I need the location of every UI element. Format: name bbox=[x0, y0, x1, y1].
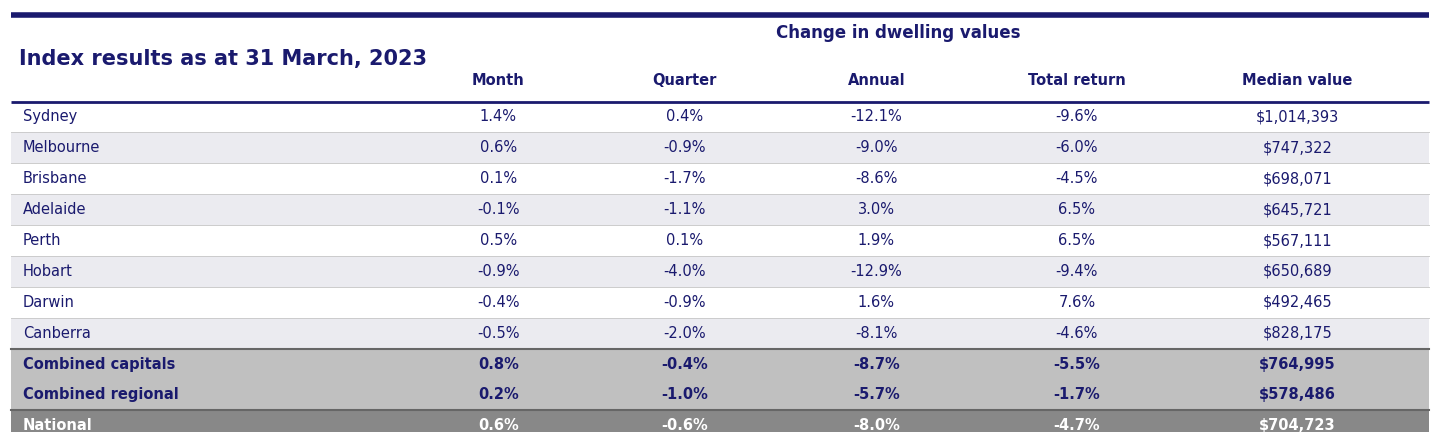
Text: $764,995: $764,995 bbox=[1259, 356, 1336, 372]
Text: $698,071: $698,071 bbox=[1263, 171, 1332, 186]
Bar bbox=[11, 17, 1429, 102]
Text: Index results as at 31 March, 2023: Index results as at 31 March, 2023 bbox=[19, 49, 427, 70]
Text: -1.0%: -1.0% bbox=[662, 388, 707, 403]
Text: Combined regional: Combined regional bbox=[23, 388, 179, 403]
Bar bbox=[11, 194, 1429, 225]
Text: National: National bbox=[23, 418, 93, 432]
Text: 0.2%: 0.2% bbox=[478, 388, 518, 403]
Text: 0.1%: 0.1% bbox=[480, 171, 517, 186]
Text: -0.9%: -0.9% bbox=[663, 295, 706, 310]
Text: $828,175: $828,175 bbox=[1263, 326, 1332, 341]
Text: -0.9%: -0.9% bbox=[477, 264, 520, 279]
Text: -0.4%: -0.4% bbox=[662, 356, 707, 372]
Text: $645,721: $645,721 bbox=[1263, 202, 1332, 217]
Text: $747,322: $747,322 bbox=[1263, 140, 1332, 156]
Text: Canberra: Canberra bbox=[23, 326, 90, 341]
Text: Darwin: Darwin bbox=[23, 295, 74, 310]
Text: -9.4%: -9.4% bbox=[1055, 264, 1098, 279]
Text: -2.0%: -2.0% bbox=[663, 326, 706, 341]
Text: Sydney: Sydney bbox=[23, 109, 77, 124]
Text: Quarter: Quarter bbox=[653, 73, 716, 88]
Text: $704,723: $704,723 bbox=[1259, 418, 1336, 432]
Text: -6.0%: -6.0% bbox=[1055, 140, 1098, 156]
Text: -0.1%: -0.1% bbox=[477, 202, 520, 217]
Text: -0.5%: -0.5% bbox=[477, 326, 520, 341]
Text: -4.6%: -4.6% bbox=[1055, 326, 1098, 341]
Bar bbox=[11, 225, 1429, 256]
Text: Melbourne: Melbourne bbox=[23, 140, 100, 156]
Text: -4.7%: -4.7% bbox=[1054, 418, 1100, 432]
Text: -1.1%: -1.1% bbox=[663, 202, 706, 217]
Text: -8.0%: -8.0% bbox=[853, 418, 899, 432]
Text: 6.5%: 6.5% bbox=[1058, 202, 1095, 217]
Text: 1.9%: 1.9% bbox=[858, 233, 895, 248]
Text: Combined capitals: Combined capitals bbox=[23, 356, 175, 372]
Text: Adelaide: Adelaide bbox=[23, 202, 86, 217]
Text: $492,465: $492,465 bbox=[1263, 295, 1332, 310]
Text: -5.7%: -5.7% bbox=[853, 388, 899, 403]
Text: -1.7%: -1.7% bbox=[1054, 388, 1100, 403]
Bar bbox=[11, 163, 1429, 194]
Text: $567,111: $567,111 bbox=[1263, 233, 1332, 248]
Text: Median value: Median value bbox=[1242, 73, 1353, 88]
Text: 0.4%: 0.4% bbox=[666, 109, 703, 124]
Text: -4.5%: -4.5% bbox=[1055, 171, 1098, 186]
Bar bbox=[11, 256, 1429, 287]
Text: 0.5%: 0.5% bbox=[480, 233, 517, 248]
Text: $1,014,393: $1,014,393 bbox=[1256, 109, 1339, 124]
Text: -5.5%: -5.5% bbox=[1054, 356, 1100, 372]
Bar bbox=[11, 102, 1429, 133]
Text: 0.8%: 0.8% bbox=[478, 356, 518, 372]
Text: 0.6%: 0.6% bbox=[478, 418, 518, 432]
Text: 7.6%: 7.6% bbox=[1058, 295, 1095, 310]
Bar bbox=[11, 287, 1429, 318]
Text: -0.9%: -0.9% bbox=[663, 140, 706, 156]
Text: Hobart: Hobart bbox=[23, 264, 73, 279]
Text: -8.1%: -8.1% bbox=[855, 326, 898, 341]
Text: -0.4%: -0.4% bbox=[477, 295, 520, 310]
Text: Total return: Total return bbox=[1028, 73, 1126, 88]
Bar bbox=[11, 133, 1429, 163]
Text: -4.0%: -4.0% bbox=[663, 264, 706, 279]
Text: 0.1%: 0.1% bbox=[666, 233, 703, 248]
Text: 3.0%: 3.0% bbox=[858, 202, 895, 217]
Bar bbox=[11, 349, 1429, 380]
Text: Month: Month bbox=[473, 73, 524, 88]
Text: -12.9%: -12.9% bbox=[851, 264, 902, 279]
Text: 1.4%: 1.4% bbox=[480, 109, 517, 124]
Text: -8.6%: -8.6% bbox=[855, 171, 898, 186]
Text: Brisbane: Brisbane bbox=[23, 171, 87, 186]
Text: -9.0%: -9.0% bbox=[855, 140, 898, 156]
Text: $650,689: $650,689 bbox=[1263, 264, 1332, 279]
Text: -0.6%: -0.6% bbox=[662, 418, 707, 432]
Text: -8.7%: -8.7% bbox=[853, 356, 899, 372]
Text: Perth: Perth bbox=[23, 233, 62, 248]
Text: -9.6%: -9.6% bbox=[1055, 109, 1098, 124]
Bar bbox=[11, 318, 1429, 349]
Text: $578,486: $578,486 bbox=[1259, 388, 1336, 403]
Text: -1.7%: -1.7% bbox=[663, 171, 706, 186]
Bar bbox=[11, 410, 1429, 432]
Text: 6.5%: 6.5% bbox=[1058, 233, 1095, 248]
Text: 1.6%: 1.6% bbox=[858, 295, 895, 310]
Text: Change in dwelling values: Change in dwelling values bbox=[776, 24, 1020, 42]
Text: 0.6%: 0.6% bbox=[480, 140, 517, 156]
Bar bbox=[11, 380, 1429, 410]
Text: Annual: Annual bbox=[848, 73, 905, 88]
Text: -12.1%: -12.1% bbox=[851, 109, 902, 124]
